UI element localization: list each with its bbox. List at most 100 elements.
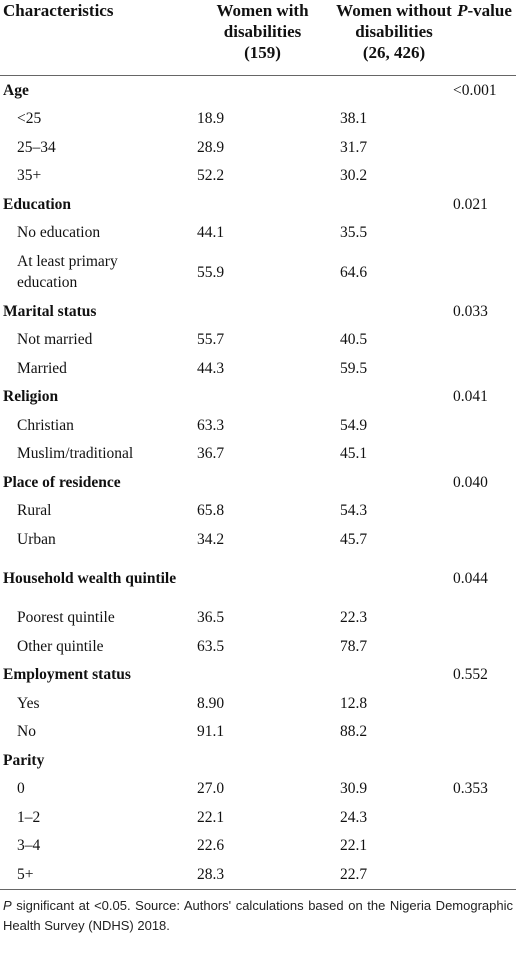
cell <box>335 190 453 219</box>
value-without: 22.3 <box>340 609 368 627</box>
p-value: 0.552 <box>453 666 488 684</box>
data-table: Characteristics Women with disabilities … <box>0 0 516 890</box>
p-value <box>453 162 516 191</box>
data-row: At least primary education 55.9 64.6 <box>0 247 516 297</box>
section-label: Education <box>3 195 72 213</box>
data-row: Christian 63.3 54.9 <box>0 411 516 440</box>
header-cell: Women with disabilities (159) <box>190 0 335 76</box>
cell <box>190 76 335 105</box>
section-label: Place of residence <box>3 473 121 491</box>
header-italic: P <box>457 1 468 20</box>
data-row: No education 44.1 35.5 <box>0 219 516 248</box>
row-label: Urban <box>17 530 56 548</box>
row-label: At least primary education <box>17 253 118 291</box>
value-with: 36.5 <box>197 609 225 627</box>
row-label: Not married <box>17 331 93 349</box>
p-value <box>453 525 516 554</box>
value-without: 40.5 <box>340 331 368 349</box>
data-row: 0 27.0 30.9 0.353 <box>0 775 516 804</box>
p-value <box>453 689 516 718</box>
row-label: Other quintile <box>17 637 104 655</box>
value-with: 44.1 <box>197 224 225 242</box>
value-with: 22.1 <box>197 808 225 826</box>
value-with: 63.5 <box>197 637 225 655</box>
value-with: 91.1 <box>197 723 225 741</box>
section-label: Marital status <box>3 302 97 320</box>
section-row: Parity <box>0 746 516 775</box>
value-without: 22.7 <box>335 860 453 890</box>
value-with: 28.3 <box>190 860 335 890</box>
cell <box>335 76 453 105</box>
value-with: 63.3 <box>197 416 225 434</box>
value-with: 36.7 <box>197 445 225 463</box>
p-value <box>453 219 516 248</box>
section-label: Parity <box>3 751 45 769</box>
value-without: 59.5 <box>340 359 368 377</box>
p-value: 0.353 <box>453 780 488 798</box>
value-without: 64.6 <box>340 263 368 281</box>
p-value: 0.021 <box>453 195 488 213</box>
p-value <box>453 746 516 775</box>
value-with: 28.9 <box>197 138 225 156</box>
data-row: Yes 8.90 12.8 <box>0 689 516 718</box>
value-without: 38.1 <box>340 110 368 128</box>
p-value <box>453 440 516 469</box>
value-with: 22.6 <box>197 837 225 855</box>
cell <box>335 468 453 497</box>
header-line: (26, 426) <box>362 43 426 62</box>
section-row: Age <0.001 <box>0 76 516 105</box>
cell <box>190 554 335 604</box>
p-value: 0.040 <box>453 473 488 491</box>
row-label: 1–2 <box>17 808 41 826</box>
value-without: 54.3 <box>340 502 368 520</box>
value-with: 65.8 <box>197 502 225 520</box>
p-value <box>453 832 516 861</box>
section-row: Education 0.021 <box>0 190 516 219</box>
section-row: Marital status 0.033 <box>0 297 516 326</box>
data-row: <25 18.9 38.1 <box>0 105 516 134</box>
header-line: Women with <box>216 1 309 20</box>
data-row: Married 44.3 59.5 <box>0 354 516 383</box>
section-row: Place of residence 0.040 <box>0 468 516 497</box>
value-with: 8.90 <box>197 694 225 712</box>
section-label: Household wealth quintile <box>3 570 177 587</box>
p-value: <0.001 <box>453 81 497 99</box>
value-without: 12.8 <box>340 694 368 712</box>
value-without: 30.2 <box>340 167 368 185</box>
p-value <box>453 411 516 440</box>
section-label: Age <box>3 81 29 99</box>
value-without: 30.9 <box>340 780 368 798</box>
header-row: Characteristics Women with disabilities … <box>0 0 516 76</box>
p-value <box>453 860 516 890</box>
cell <box>190 297 335 326</box>
row-label: Yes <box>17 694 40 712</box>
row-label: Christian <box>17 416 74 434</box>
data-row: 25–34 28.9 31.7 <box>0 133 516 162</box>
data-row: Rural 65.8 54.3 <box>0 497 516 526</box>
row-label: Married <box>17 359 67 377</box>
cell <box>335 661 453 690</box>
cell <box>190 468 335 497</box>
cell <box>335 297 453 326</box>
header-text: -value <box>467 1 512 20</box>
table-header: Characteristics Women with disabilities … <box>0 0 516 76</box>
value-with: 52.2 <box>197 167 225 185</box>
value-without: 88.2 <box>340 723 368 741</box>
section-row: Religion 0.041 <box>0 383 516 412</box>
value-with: 55.7 <box>197 331 225 349</box>
value-with: 55.9 <box>197 263 225 281</box>
p-value <box>453 354 516 383</box>
data-row: Other quintile 63.5 78.7 <box>0 632 516 661</box>
cell <box>190 190 335 219</box>
p-value <box>453 326 516 355</box>
header-line: (159) <box>244 43 281 62</box>
footnote-text: significant at <0.05. Source: Authors' c… <box>3 897 513 933</box>
data-row: Urban 34.2 45.7 <box>0 525 516 554</box>
data-row: Not married 55.7 40.5 <box>0 326 516 355</box>
value-with: 18.9 <box>197 110 225 128</box>
data-row: 5+ 28.3 22.7 <box>0 860 516 890</box>
data-row: 35+ 52.2 30.2 <box>0 162 516 191</box>
footnote: P significant at <0.05. Source: Authors'… <box>0 890 516 936</box>
value-without: 35.5 <box>340 224 368 242</box>
value-with: 34.2 <box>197 530 225 548</box>
